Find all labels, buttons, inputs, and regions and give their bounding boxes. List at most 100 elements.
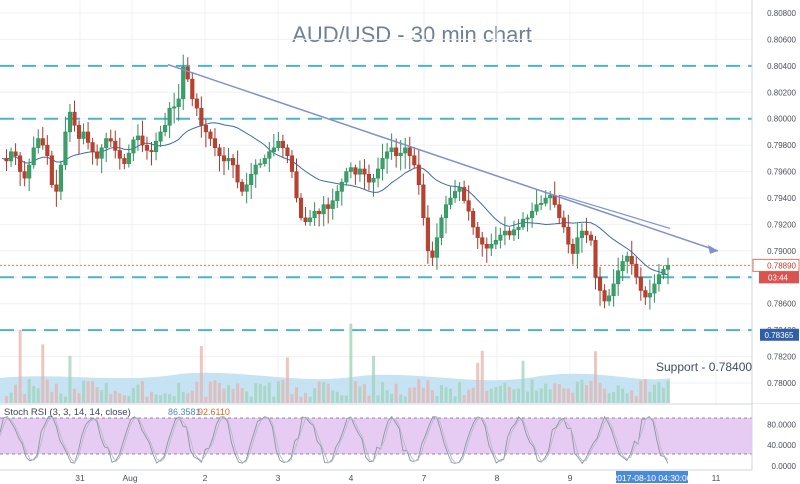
candle-body xyxy=(194,98,199,109)
time-tick-label: 31 xyxy=(75,473,85,483)
volume-bar xyxy=(199,346,203,403)
candle-body xyxy=(158,131,163,142)
volume-bar xyxy=(612,391,616,403)
time-tick-label: 2 xyxy=(203,473,208,483)
horizontal-levels xyxy=(0,64,752,332)
oscillator-k-line xyxy=(0,415,669,465)
volume-bar xyxy=(154,394,158,403)
candle-body xyxy=(430,250,435,258)
candle-body xyxy=(611,283,616,297)
volume-bar xyxy=(584,385,588,403)
trendline-arrowhead xyxy=(708,244,718,254)
volume-bar xyxy=(236,383,240,403)
volume-bar xyxy=(294,387,298,403)
candle-body xyxy=(321,204,326,215)
moving-average-line xyxy=(1,122,669,276)
candle-body xyxy=(652,283,657,294)
volume-bar xyxy=(50,391,54,403)
volume-bar xyxy=(507,386,511,403)
candle-body xyxy=(665,265,671,270)
candle-body xyxy=(113,140,118,151)
candle-body xyxy=(489,244,494,249)
candle-body xyxy=(625,255,630,262)
volume-bar xyxy=(150,391,154,403)
candle-body xyxy=(362,168,367,175)
volume-bar xyxy=(439,385,443,403)
time-tick-label: 7 xyxy=(422,473,427,483)
volume-bar xyxy=(516,388,520,403)
volume-bar xyxy=(122,395,126,403)
countdown-label-bg xyxy=(759,271,799,284)
candle-body xyxy=(308,217,313,223)
volume-bar xyxy=(313,388,317,403)
countdown-label: 03:44 xyxy=(768,273,789,282)
price-tick-label: 0.79800 xyxy=(767,141,796,150)
volume-bar xyxy=(281,379,285,403)
price-axis[interactable]: 0.80800 0.80600 0.80400 0.80200 0.80000 0.798… xyxy=(752,9,800,388)
volume-bar xyxy=(494,387,498,403)
volume-bar xyxy=(385,390,389,403)
candle-body xyxy=(634,263,639,278)
volume-bar xyxy=(512,389,516,403)
candle-body xyxy=(656,274,661,285)
candle-body xyxy=(90,142,95,152)
volume-bar xyxy=(503,382,507,403)
volume-bar xyxy=(104,383,108,403)
candle-body xyxy=(190,78,195,100)
volume-bar xyxy=(245,391,249,403)
volume-bar xyxy=(652,384,656,403)
candle-body xyxy=(548,195,553,199)
support-axis-label: 0.78365 xyxy=(765,331,794,340)
volume-bar xyxy=(127,395,131,403)
volume-bar xyxy=(186,393,190,403)
price-tick-label: 0.80600 xyxy=(767,35,796,44)
candle-body xyxy=(253,164,258,175)
volume-bar xyxy=(666,380,670,403)
candle-body xyxy=(335,191,340,201)
volume-bar xyxy=(113,390,117,403)
chart-title: AUD/USD - 30 min chart xyxy=(292,22,532,47)
candle-body xyxy=(31,147,36,166)
volume-bar xyxy=(340,395,344,403)
volume-bar xyxy=(331,390,335,403)
volume-bar xyxy=(580,379,584,403)
volume-bar xyxy=(643,379,647,403)
volume-bar xyxy=(353,381,357,403)
volume-bar xyxy=(77,393,81,403)
candle-body xyxy=(135,135,140,141)
candle-body xyxy=(557,204,562,219)
price-tick-label: 0.78200 xyxy=(767,353,796,362)
volume-bar xyxy=(362,384,366,403)
volume-bar xyxy=(14,384,18,403)
candle-body xyxy=(466,200,471,212)
candle-body xyxy=(13,151,18,156)
time-axis[interactable]: 31 Aug 2 3 4 7 8 9 11 xyxy=(75,473,720,483)
volume-bar xyxy=(217,382,221,403)
volume-bar xyxy=(231,389,235,403)
volume-bar xyxy=(308,396,312,403)
candle-body xyxy=(471,210,476,228)
candle-body xyxy=(231,158,236,166)
candle-body xyxy=(620,261,625,271)
price-tick-label: 0.79000 xyxy=(767,247,796,256)
candle-body xyxy=(597,277,603,291)
candle-body xyxy=(570,244,575,254)
volume-bar xyxy=(485,390,489,403)
candle-body xyxy=(525,217,530,220)
candle-body xyxy=(561,217,566,228)
candle-body xyxy=(584,230,589,236)
candle-body xyxy=(294,171,299,199)
candle-body xyxy=(249,173,254,186)
candle-body xyxy=(212,138,217,149)
volume-bar xyxy=(272,396,276,403)
candle-body xyxy=(63,131,68,166)
price-tick-label: 0.78600 xyxy=(767,300,796,309)
volume-bar xyxy=(349,323,353,403)
candle-body xyxy=(22,171,27,179)
candle-body xyxy=(439,217,444,238)
volume-bar xyxy=(195,381,199,403)
volume-bar xyxy=(417,379,421,403)
volume-bar xyxy=(140,381,144,403)
volume-bar xyxy=(571,392,575,403)
